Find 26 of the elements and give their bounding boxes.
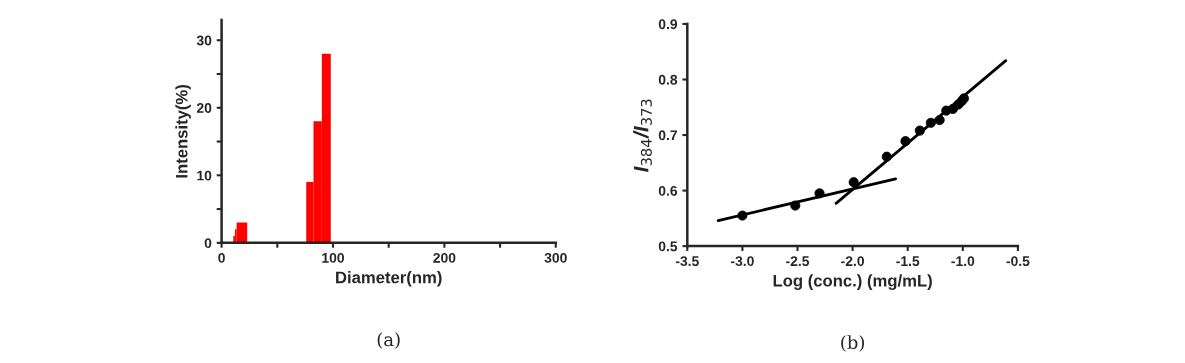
- x-tick-label: -3.0: [730, 256, 754, 267]
- y-tick-label: 10: [197, 170, 212, 181]
- y-tick-label: 0.9: [658, 19, 678, 30]
- text: (b): [841, 335, 864, 352]
- x-axis-title: Log (conc.) (mg/mL): [773, 274, 932, 290]
- x-tick-label: -1.5: [896, 256, 920, 267]
- y-tick-label: 0.8: [658, 74, 678, 85]
- y-axis-title: I$_{384}$/I$_{373}$: [633, 99, 652, 172]
- x-tick-label: 100: [322, 252, 344, 263]
- x-axis-title: Diameter(nm): [336, 271, 442, 287]
- x-tick-label: 300: [544, 252, 567, 263]
- text: (a): [377, 332, 400, 349]
- x-tick-label: -1.0: [951, 256, 975, 267]
- y-tick-label: 0.6: [658, 185, 678, 196]
- y-tick-label: 0.5: [658, 241, 678, 252]
- y-tick-label: 0.7: [658, 130, 677, 141]
- y-tick-label: 30: [196, 35, 212, 46]
- x-tick-label: -2.5: [786, 256, 810, 267]
- x-tick-label: 200: [433, 252, 456, 263]
- x-tick-label: 0: [218, 252, 225, 263]
- y-tick-label: 0: [204, 238, 212, 249]
- x-tick-label: -2.0: [841, 256, 865, 267]
- y-axis-title: Intensity(%): [175, 85, 191, 178]
- x-tick-label: -0.5: [1006, 256, 1030, 267]
- x-tick-label: -3.5: [675, 256, 699, 267]
- y-tick-label: 20: [196, 103, 212, 113]
